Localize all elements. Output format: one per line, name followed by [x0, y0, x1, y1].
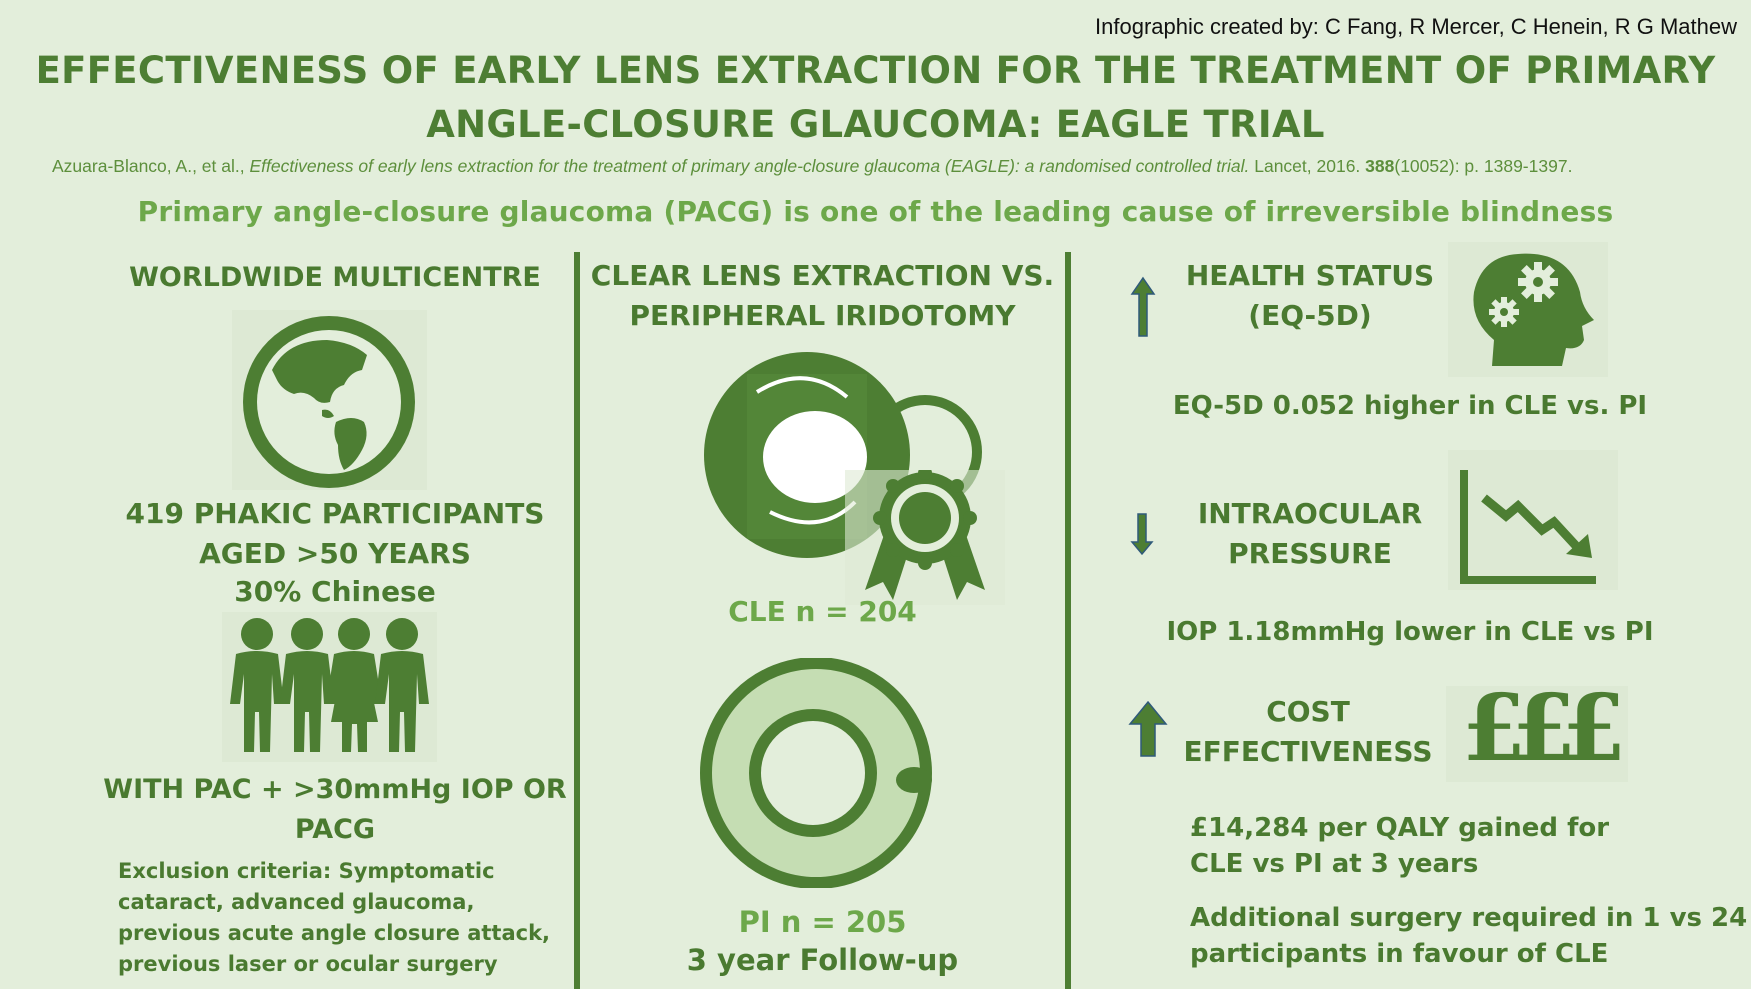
cost-result-line2: CLE vs PI at 3 years — [1190, 849, 1479, 879]
subtitle: Primary angle-closure glaucoma (PACG) is… — [137, 195, 1614, 228]
pi-label: PI n = 205 — [738, 905, 907, 939]
page-title-line2: ANGLE-CLOSURE GLAUCOMA: EAGLE TRIAL — [426, 103, 1325, 146]
surgery-line2: participants in favour of CLE — [1190, 939, 1609, 969]
iop-heading-line2: PRESSURE — [1228, 537, 1392, 570]
exclusion-line1: Exclusion criteria: Symptomatic — [118, 859, 495, 883]
award-ribbon-icon — [845, 470, 1005, 605]
up-arrow-icon — [1128, 700, 1168, 757]
cle-label: CLE n = 204 — [728, 595, 917, 628]
health-heading-line2: (EQ-5D) — [1248, 299, 1372, 332]
pound-sign-icon: £££ — [1461, 674, 1626, 782]
cost-result-line1: £14,284 per QALY gained for — [1190, 813, 1610, 843]
middle-heading-line2: PERIPHERAL IRIDOTOMY — [629, 299, 1016, 332]
left-heading: WORLDWIDE MULTICENTRE — [129, 262, 541, 293]
pound-icon-bg — [1446, 686, 1628, 782]
surgery-line1: Additional surgery required in 1 vs 24 — [1190, 903, 1748, 933]
participants-line1: 419 PHAKIC PARTICIPANTS — [125, 497, 545, 530]
participants-line2: AGED >50 YEARS — [199, 537, 471, 570]
globe-icon — [232, 310, 427, 490]
citation-authors: Azuara-Blanco, A., et al., — [52, 156, 250, 176]
credit-text: Infographic created by: C Fang, R Mercer… — [1095, 14, 1737, 39]
exclusion-criteria: Exclusion criteria: Symptomatic cataract… — [118, 856, 550, 980]
health-result: EQ-5D 0.052 higher in CLE vs. PI — [1172, 391, 1648, 421]
criteria-line2: PACG — [294, 814, 376, 845]
head-gears-icon — [1448, 242, 1608, 377]
exclusion-line4: previous laser or ocular surgery — [118, 952, 498, 976]
declining-chart-icon — [1448, 450, 1618, 590]
followup-label: 3 year Follow-up — [686, 943, 959, 977]
cost-heading-line2: EFFECTIVENESS — [1183, 735, 1433, 768]
citation: Azuara-Blanco, A., et al., Effectiveness… — [52, 156, 1572, 177]
exclusion-line3: previous acute angle closure attack, — [118, 921, 551, 945]
up-arrow-icon — [1130, 276, 1156, 337]
cost-heading-line1: COST — [1266, 695, 1350, 728]
citation-volume: 388 — [1365, 156, 1395, 176]
citation-journal: Lancet, 2016. — [1249, 156, 1366, 176]
down-arrow-icon — [1130, 513, 1154, 556]
criteria-line1: WITH PAC + >30mmHg IOP OR — [103, 774, 567, 805]
column-divider-right — [1065, 252, 1071, 989]
citation-article: Effectiveness of early lens extraction f… — [249, 156, 1250, 176]
middle-heading-line1: CLEAR LENS EXTRACTION VS. — [590, 259, 1055, 292]
iridotomy-eye-icon — [700, 658, 932, 888]
page-title-line1: EFFECTIVENESS OF EARLY LENS EXTRACTION F… — [35, 49, 1716, 92]
column-divider-left — [574, 252, 580, 989]
health-heading-line1: HEALTH STATUS — [1185, 259, 1435, 292]
iop-result: IOP 1.18mmHg lower in CLE vs PI — [1166, 617, 1654, 647]
people-icon — [222, 612, 437, 762]
exclusion-line2: cataract, advanced glaucoma, — [118, 890, 475, 914]
citation-pages: (10052): p. 1389-1397. — [1394, 156, 1573, 176]
surgery-result: Additional surgery required in 1 vs 24 p… — [1190, 900, 1747, 972]
iop-heading-line1: INTRAOCULAR — [1197, 497, 1423, 530]
cost-result: £14,284 per QALY gained for CLE vs PI at… — [1190, 810, 1609, 882]
participants-line3: 30% Chinese — [234, 575, 436, 608]
